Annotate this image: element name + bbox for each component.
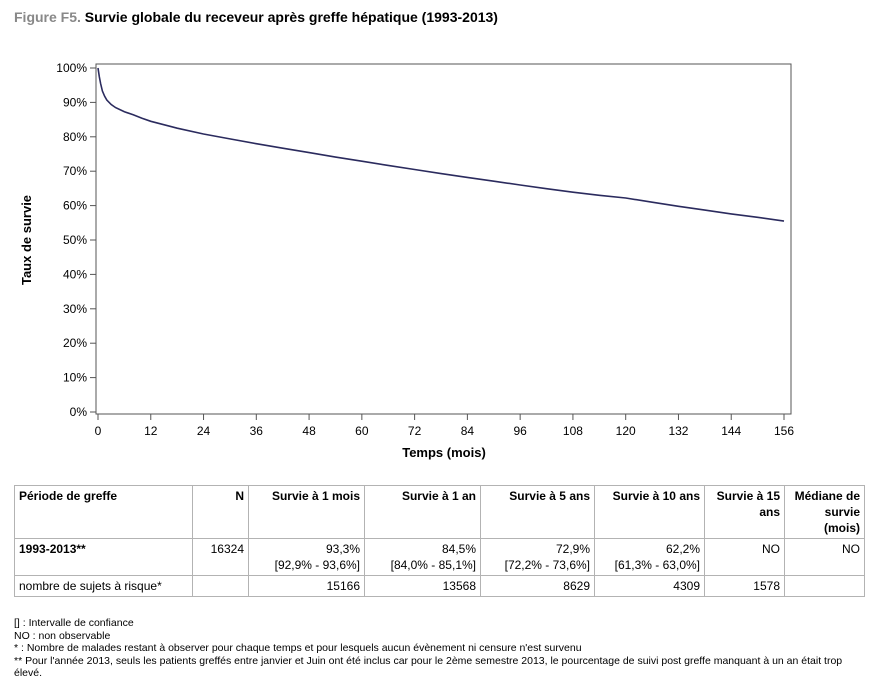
x-tick-label: 60	[355, 424, 369, 438]
footnote: * : Nombre de malades restant à observer…	[14, 642, 582, 654]
survival-15-years-cell: NO	[704, 538, 785, 576]
y-tick-label: 60%	[63, 199, 87, 213]
survival-curve	[97, 67, 785, 222]
at-risk-5-years: 8629	[480, 575, 595, 597]
at-risk-median	[784, 575, 865, 597]
y-tick-label: 100%	[56, 61, 87, 75]
confidence-interval: [72,2% - 73,6%]	[504, 558, 590, 572]
survival-value: 62,2%	[665, 542, 700, 556]
survival-value: 72,9%	[555, 542, 590, 556]
survival-1-month-cell: 93,3% [92,9% - 93,6%]	[248, 538, 365, 576]
survival-value: 93,3%	[325, 542, 360, 556]
survival-table: Période de greffe N Survie à 1 mois Surv…	[14, 485, 865, 597]
y-tick-label: 40%	[63, 267, 87, 281]
y-tick-label: 30%	[63, 302, 87, 316]
x-axis: 0 12 24 36 48 60 72 84 96 108 120 132 144 156	[95, 414, 794, 438]
at-risk-n	[192, 575, 249, 597]
median-survival-cell: NO	[784, 538, 865, 576]
header-survival-5-years: Survie à 5 ans	[480, 485, 595, 539]
y-tick-label: 0%	[70, 405, 88, 419]
table-row: 1993-2013** 16324 93,3% [92,9% - 93,6%] 8…	[14, 538, 865, 576]
survival-5-years-cell: 72,9% [72,2% - 73,6%]	[480, 538, 595, 576]
confidence-interval: [84,0% - 85,1%]	[390, 558, 476, 572]
y-tick-label: 90%	[63, 95, 87, 109]
header-median-survival: Médiane de survie (mois)	[784, 485, 865, 539]
header-n: N	[192, 485, 249, 539]
x-tick-label: 84	[461, 424, 475, 438]
x-axis-label: Temps (mois)	[402, 445, 486, 460]
y-tick-label: 20%	[63, 336, 87, 350]
survival-10-years-cell: 62,2% [61,3% - 63,0%]	[594, 538, 705, 576]
header-survival-10-years: Survie à 10 ans	[594, 485, 705, 539]
footnote: NO : non observable	[14, 629, 111, 642]
figure-title-text: Survie globale du receveur après greffe …	[84, 9, 498, 25]
at-risk-1-year: 13568	[364, 575, 481, 597]
header-survival-1-year: Survie à 1 an	[364, 485, 481, 539]
n-cell: 16324	[192, 538, 249, 576]
x-tick-label: 72	[408, 424, 422, 438]
at-risk-1-month: 15166	[248, 575, 365, 597]
survival-1-year-cell: 84,5% [84,0% - 85,1%]	[364, 538, 481, 576]
at-risk-10-years: 4309	[594, 575, 705, 597]
y-tick-label: 70%	[63, 164, 87, 178]
plot-frame	[95, 63, 792, 415]
table-header-row: Période de greffe N Survie à 1 mois Surv…	[14, 485, 865, 539]
x-tick-label: 48	[302, 424, 316, 438]
y-tick-label: 50%	[63, 233, 87, 247]
x-tick-label: 96	[513, 424, 527, 438]
at-risk-15-years: 1578	[704, 575, 785, 597]
survival-chart: 0% 10% 20% 30% 40% 50% 60% 70% 80% 90% 100% 0 12 24 3…	[19, 61, 794, 460]
x-tick-label: 132	[668, 424, 688, 438]
x-tick-label: 12	[144, 424, 158, 438]
figure-title: Figure F5. Survie globale du receveur ap…	[14, 9, 498, 25]
footnotes: [] : Intervalle de confiance NO : non ob…	[14, 617, 872, 680]
header-survival-15-years: Survie à 15 ans	[704, 485, 785, 539]
table-row: nombre de sujets à risque* 15166 13568 8…	[14, 575, 865, 597]
footnote: [] : Intervalle de confiance	[14, 617, 134, 629]
x-tick-label: 36	[250, 424, 264, 438]
y-axis: 0% 10% 20% 30% 40% 50% 60% 70% 80% 90% 100%	[56, 61, 96, 419]
at-risk-label: nombre de sujets à risque*	[14, 575, 193, 597]
y-tick-label: 10%	[63, 371, 87, 385]
footnote: ** Pour l'année 2013, seuls les patients…	[14, 654, 843, 680]
survival-value: 84,5%	[441, 542, 476, 556]
x-tick-label: 156	[774, 424, 794, 438]
x-tick-label: 120	[616, 424, 636, 438]
y-axis-label: Taux de survie	[19, 195, 34, 285]
x-tick-label: 24	[197, 424, 211, 438]
figure-number: Figure F5.	[14, 9, 81, 25]
period-cell: 1993-2013**	[14, 538, 193, 576]
confidence-interval: [92,9% - 93,6%]	[274, 558, 360, 572]
y-tick-label: 80%	[63, 130, 87, 144]
header-period: Période de greffe	[14, 485, 193, 539]
confidence-interval: [61,3% - 63,0%]	[614, 558, 700, 572]
x-tick-label: 108	[563, 424, 583, 438]
header-survival-1-month: Survie à 1 mois	[248, 485, 365, 539]
x-tick-label: 144	[721, 424, 741, 438]
x-tick-label: 0	[95, 424, 102, 438]
